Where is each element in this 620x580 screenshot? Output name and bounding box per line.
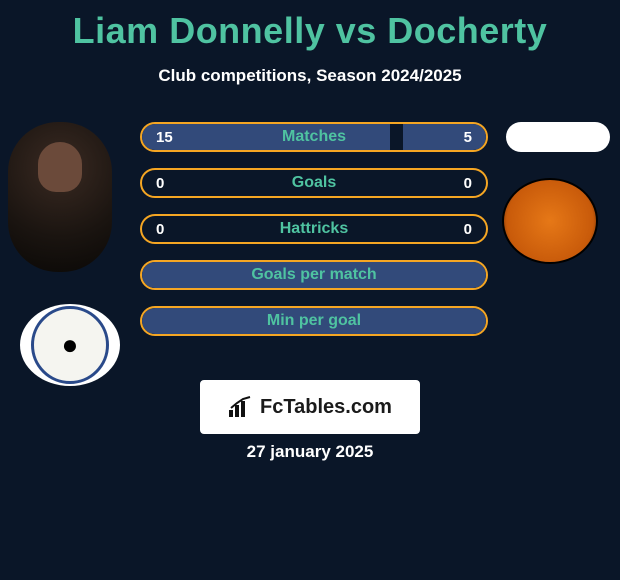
club-left-badge [20, 304, 120, 386]
player-right-placeholder [506, 122, 610, 152]
club-right-badge [502, 178, 598, 264]
stat-label: Goals per match [251, 266, 376, 284]
stat-value-left: 15 [156, 129, 173, 146]
player-left-avatar [8, 122, 112, 272]
stat-label: Min per goal [267, 312, 361, 330]
stat-value-right: 5 [464, 129, 472, 146]
stat-value-left: 0 [156, 221, 164, 238]
stat-value-left: 0 [156, 175, 164, 192]
date-label: 27 january 2025 [0, 442, 620, 462]
stat-row: 15 Matches 5 [140, 122, 488, 152]
stat-value-right: 0 [464, 221, 472, 238]
page-subtitle: Club competitions, Season 2024/2025 [0, 66, 620, 86]
stat-label: Matches [282, 128, 346, 146]
logo-text: FcTables.com [260, 396, 392, 419]
page-title: Liam Donnelly vs Docherty [0, 0, 620, 52]
stat-label: Goals [292, 174, 336, 192]
stat-row: Min per goal [140, 306, 488, 336]
stat-row: 0 Hattricks 0 [140, 214, 488, 244]
stat-value-right: 0 [464, 175, 472, 192]
stat-label: Hattricks [280, 220, 348, 238]
bar-fill-right [403, 124, 486, 150]
stat-row: 0 Goals 0 [140, 168, 488, 198]
chart-icon [228, 396, 254, 418]
bar-fill-left [142, 124, 390, 150]
fctables-logo: FcTables.com [200, 380, 420, 434]
stats-container: 15 Matches 5 0 Goals 0 0 Hattricks 0 Goals per ma… [140, 122, 488, 352]
stat-row: Goals per match [140, 260, 488, 290]
